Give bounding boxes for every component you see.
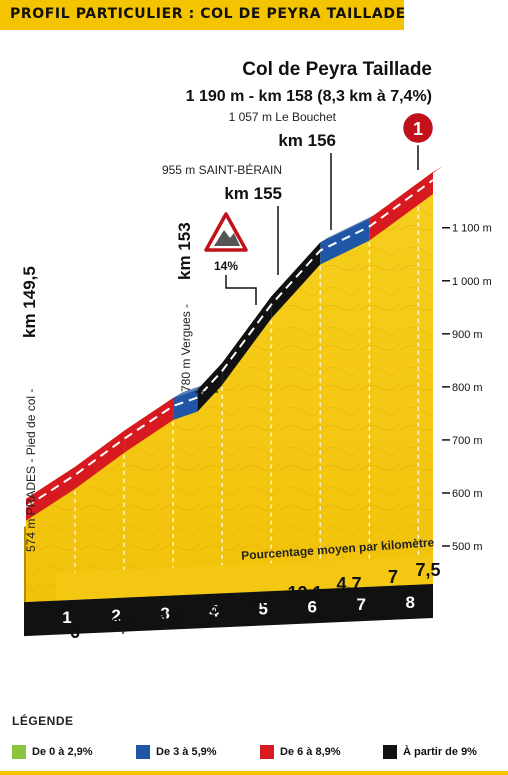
- chart-title: PROFIL PARTICULIER : COL DE PEYRA TAILLA…: [10, 6, 406, 22]
- legend-swatch-3: [260, 745, 274, 759]
- km-label-3: 3: [160, 604, 169, 623]
- gradient-value-6: 12,1: [287, 583, 322, 603]
- bouchet-km: km 156: [278, 131, 336, 150]
- legend-swatch-2: [136, 745, 150, 759]
- gradient-value-1: 6: [70, 622, 80, 642]
- gradient-value-8: 7: [388, 567, 398, 587]
- legend-swatch-1: [12, 745, 26, 759]
- km-label-6: 6: [307, 597, 316, 616]
- legend-item-2: De 3 à 5,9%: [136, 745, 217, 759]
- ribbon-segment-5: [197, 362, 223, 412]
- bottom-rule: [0, 771, 508, 775]
- summit-name: Col de Peyra Taillade: [242, 59, 432, 80]
- legend-item-3: De 6 à 8,9%: [260, 745, 341, 759]
- y-axis: 500 m 600 m 700 m 800 m 900 m 1 000 m 1 100 m: [442, 223, 492, 553]
- legend-label-3: De 6 à 8,9%: [280, 746, 341, 758]
- vergues-label: 780 m Vergues -: [179, 304, 193, 392]
- y-tick-label-500: 500 m: [452, 541, 483, 553]
- ribbon-segment-7: [271, 242, 321, 319]
- ribbon-top-8: [320, 212, 380, 243]
- km-strip: [24, 584, 433, 637]
- steep-warning-icon: [204, 212, 248, 252]
- vergues-km: km 153: [175, 222, 194, 280]
- title-banner: PROFIL PARTICULIER : COL DE PEYRA TAILLA…: [0, 0, 406, 30]
- gradient-value-4: 6: [209, 598, 219, 618]
- gradient-value-2: 6,8: [110, 615, 135, 635]
- gradient-value-3: 6,2: [157, 608, 182, 628]
- gradient-value-7: 4,7: [336, 574, 361, 594]
- ribbon-top-7: [271, 236, 331, 297]
- ribbon-segment-9: [369, 172, 433, 241]
- legend-title: LÉGENDE: [12, 714, 74, 728]
- mountain-body: 1 2 3 4 5 6 7 86 6,8 6,2 6 9,8 12,1 4,7 7 7,5: [24, 172, 441, 642]
- y-tick-label-1000: 1 000 m: [452, 276, 492, 288]
- y-tick-label-1100: 1 100 m: [452, 223, 492, 235]
- gradient-band: [56, 556, 433, 601]
- ribbon-top-9: [369, 166, 443, 219]
- y-tick-label-900: 900 m: [452, 329, 483, 341]
- y-tick-label-700: 700 m: [452, 435, 483, 447]
- legend-label-1: De 0 à 2,9%: [32, 746, 93, 758]
- steep-percentage: 14%: [214, 259, 238, 273]
- gradient-value-5: 9,8: [245, 591, 270, 611]
- summit-marker-label: 1: [413, 119, 423, 139]
- profile-chart: 1 2 3 4 5 6 7 86 6,8 6,2 6 9,8 12,1 4,7 7 7,5 500 m600 …: [20, 59, 492, 642]
- berain-altitude: 955 m SAINT-BÉRAIN: [162, 162, 282, 177]
- ribbon-segment-3: [124, 397, 174, 453]
- y-tick-label-800: 800 m: [452, 382, 483, 394]
- elevation-ribbon: [25, 166, 443, 521]
- ribbon-top-6: [222, 290, 282, 363]
- ribbon-top-2: [75, 424, 135, 467]
- legend-label-2: De 3 à 5,9%: [156, 746, 217, 758]
- km-label-1: 1: [62, 608, 71, 627]
- ribbon-segment-1: [26, 466, 76, 521]
- km-label-5: 5: [258, 600, 267, 619]
- steep-leader: [225, 275, 257, 305]
- bouchet-altitude: 1 057 m Le Bouchet: [229, 110, 337, 124]
- km-label-7: 7: [357, 595, 366, 614]
- summit-marker: 1: [400, 110, 436, 170]
- y-tick-label-600: 600 m: [452, 488, 483, 500]
- km-label-2: 2: [111, 606, 120, 625]
- legend-label-4: À partir de 9%: [403, 746, 477, 758]
- berain-km: km 155: [224, 184, 282, 203]
- ribbon-segment-4: [173, 389, 198, 420]
- ribbon-segment-8: [320, 218, 370, 265]
- summit-detail: 1 190 m - km 158 (8,3 km à 7,4%): [186, 88, 432, 105]
- km-label-4: 4: [209, 602, 219, 621]
- gradient-value-9: 7,5: [415, 560, 440, 580]
- ribbon-top-4: [173, 383, 208, 398]
- prades-label: 574 m PRADES - Pied de col -: [24, 389, 38, 552]
- mountain-texture: [26, 172, 433, 602]
- km-label-8: 8: [406, 593, 415, 612]
- ribbon-top-3: [124, 391, 184, 431]
- legend-item-1: De 0 à 2,9%: [12, 745, 93, 759]
- ribbon-segment-2: [75, 430, 125, 489]
- prades-km: km 149,5: [20, 266, 39, 338]
- legend-swatch-4: [383, 745, 397, 759]
- ribbon-top-1: [26, 460, 86, 499]
- ribbon-centerline: [25, 179, 434, 508]
- legend-item-4: À partir de 9%: [383, 745, 477, 759]
